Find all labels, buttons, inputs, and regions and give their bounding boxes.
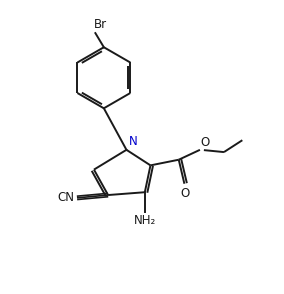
Text: O: O xyxy=(181,187,190,200)
Text: N: N xyxy=(129,135,137,148)
Text: CN: CN xyxy=(57,191,74,204)
Text: NH₂: NH₂ xyxy=(134,214,156,227)
Text: Br: Br xyxy=(94,19,107,31)
Text: O: O xyxy=(201,136,210,149)
